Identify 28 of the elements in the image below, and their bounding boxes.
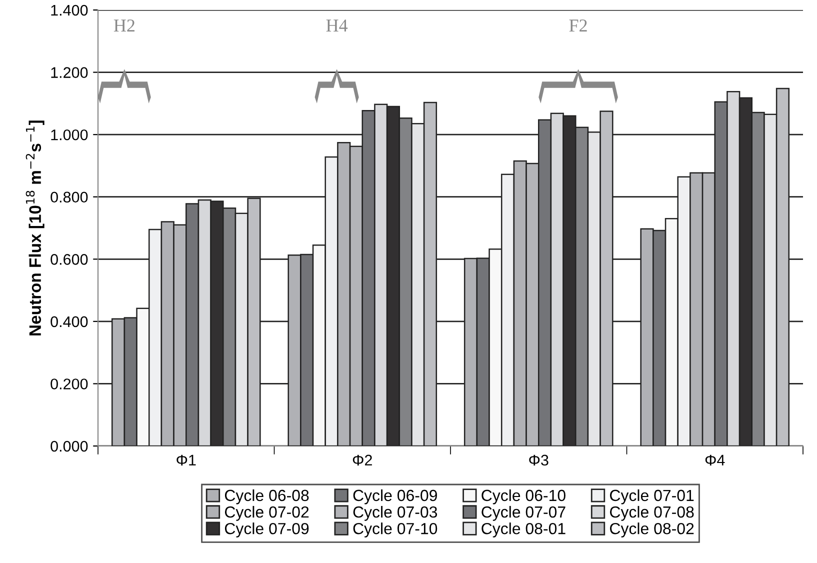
legend-label: Cycle 06-08: [224, 489, 309, 504]
y-axis-title: Neutron Flux [10$^{18}$ m$^{−2}$s$^{−1}$]: [26, 120, 44, 336]
x-tick-label: Φ4: [705, 454, 725, 466]
y-tick-label: 1.000: [51, 129, 88, 140]
legend-label: Cycle 06-10: [482, 489, 566, 504]
legend-label: Cycle 07-08: [610, 506, 694, 521]
annotation: F2: [569, 20, 587, 32]
legend-label: Cycle 07-01: [610, 489, 694, 504]
x-tick-label: Φ1: [176, 454, 196, 466]
x-tick-label: Φ2: [352, 454, 372, 466]
y-tick-label: 0.000: [50, 440, 88, 452]
y-tick-label: 1.400: [51, 4, 88, 16]
y-tick-label: 0.200: [50, 378, 88, 390]
y-tick-label: 1.200: [51, 67, 88, 78]
y-tick-label: 0.600: [50, 254, 88, 265]
legend-label: Cycle 07-10: [353, 522, 438, 538]
y-tick-label: 0.800: [50, 192, 88, 203]
legend-label: Cycle 07-03: [353, 506, 438, 521]
legend-label: Cycle 08-02: [610, 522, 694, 538]
legend-label: Cycle 07-07: [482, 506, 566, 521]
y-tick-label: 0.400: [50, 316, 88, 328]
annotation: H4: [326, 20, 348, 32]
legend-label: Cycle 07-09: [224, 522, 309, 538]
legend-label: Cycle 08-01: [482, 522, 566, 538]
annotation: H2: [114, 20, 134, 32]
legend-label: Cycle 07-02: [224, 506, 309, 521]
x-tick-label: Φ3: [529, 454, 548, 466]
legend-label: Cycle 06-09: [353, 489, 437, 504]
